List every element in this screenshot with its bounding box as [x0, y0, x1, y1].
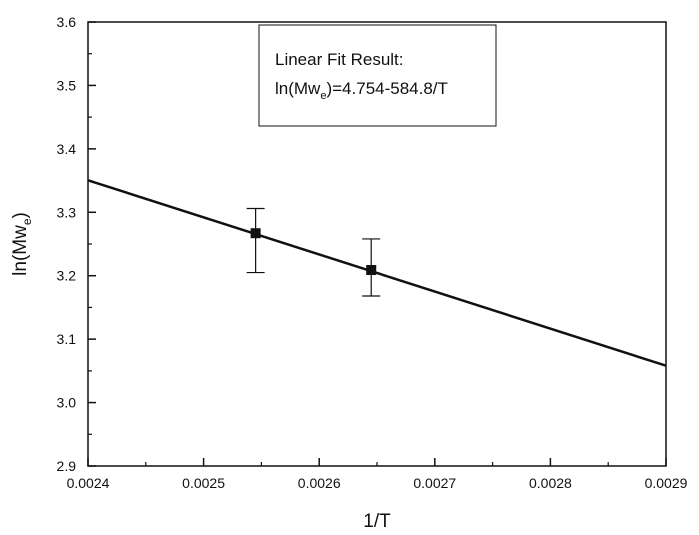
y-axis-title-sub: e	[20, 218, 34, 225]
data-points	[246, 207, 381, 297]
y-axis-tick-labels: 2.9 3.0 3.1 3.2 3.3 3.4 3.5 3.6	[57, 14, 77, 474]
x-tick-label: 0.0029	[645, 475, 688, 491]
y-tick-label: 3.6	[57, 14, 77, 30]
x-tick-label: 0.0025	[182, 475, 225, 491]
fit-line	[87, 179, 667, 367]
y-tick-label: 3.2	[57, 268, 77, 284]
data-point	[250, 228, 261, 239]
data-point	[366, 265, 377, 276]
y-axis-title: ln(Mwe)	[10, 212, 34, 276]
x-axis-tick-labels: 0.0024 0.0025 0.0026 0.0027 0.0028 0.0029	[67, 475, 688, 491]
fit-annotation-box	[258, 24, 497, 127]
y-tick-label: 3.0	[57, 395, 77, 411]
fit-annotation-line1: Linear Fit Result:	[275, 50, 404, 69]
y-axis-title-base: ln(Mw	[10, 225, 31, 276]
fit-annotation-line2: ln(Mwe)=4.754-584.8/T	[275, 79, 448, 102]
y-tick-label: 3.3	[57, 204, 77, 220]
fit-annotation-line2-sub: e	[320, 90, 326, 102]
y-tick-label: 2.9	[57, 458, 77, 474]
x-axis-title: 1/T	[363, 511, 391, 532]
x-tick-label: 0.0024	[67, 475, 110, 491]
x-axis-ticks	[87, 458, 667, 466]
x-tick-label: 0.0028	[529, 475, 572, 491]
x-tick-label: 0.0027	[413, 475, 456, 491]
y-tick-label: 3.5	[57, 77, 77, 93]
y-tick-label: 3.1	[57, 331, 77, 347]
y-axis-ticks	[88, 21, 96, 467]
fit-annotation-line2-end: )=4.754-584.8/T	[326, 79, 447, 98]
x-tick-label: 0.0026	[298, 475, 341, 491]
fit-annotation-line2-base: ln(Mw	[275, 79, 321, 98]
y-axis-title-end: )	[10, 212, 31, 218]
y-tick-label: 3.4	[57, 141, 77, 157]
